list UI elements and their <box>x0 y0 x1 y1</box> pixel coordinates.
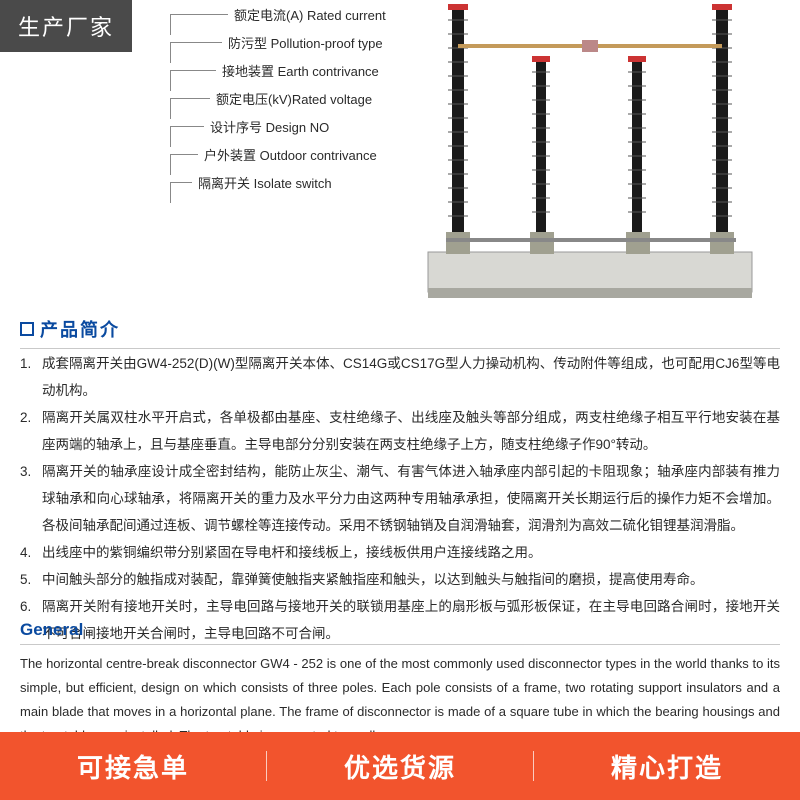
section-general: General <box>20 620 780 645</box>
general-text: The horizontal centre-break disconnector… <box>20 656 780 743</box>
spec-row: 防污型 Pollution-proof type <box>170 28 400 56</box>
list-item: 5.中间触头部分的触指成对装配，靠弹簧使触指夹紧触指座和触头，以达到触头与触指间… <box>20 566 780 593</box>
square-marker-icon <box>20 322 34 336</box>
item-text: 出线座中的紫铜编织带分别紧固在导电杆和接线板上，接线板供用户连接线路之用。 <box>42 539 780 566</box>
spec-label: 额定电压(kV)Rated voltage <box>216 89 372 108</box>
spec-label: 接地装置 Earth contrivance <box>222 61 379 80</box>
item-number: 2. <box>20 404 42 458</box>
item-text: 中间触头部分的触指成对装配，靠弹簧使触指夹紧触指座和触头，以达到触头与触指间的磨… <box>42 566 780 593</box>
item-number: 1. <box>20 350 42 404</box>
item-number: 5. <box>20 566 42 593</box>
general-title: General <box>20 620 83 639</box>
manufacturer-badge: 生产厂家 <box>0 0 132 52</box>
spec-row: 额定电流(A) Rated current <box>170 0 400 28</box>
spec-label-block: 额定电流(A) Rated current 防污型 Pollution-proo… <box>170 0 400 196</box>
item-text: 隔离开关属双柱水平开启式，各单极都由基座、支柱绝缘子、出线座及触头等部分组成，两… <box>42 404 780 458</box>
spec-row: 额定电压(kV)Rated voltage <box>170 84 400 112</box>
spec-row: 隔离开关 Isolate switch <box>170 168 400 196</box>
footer-slot-c: 精心打造 <box>534 748 800 785</box>
footer-slot-b: 优选货源 <box>267 748 533 785</box>
item-number: 3. <box>20 458 42 539</box>
spec-label: 户外装置 Outdoor contrivance <box>204 145 377 164</box>
disconnector-illustration <box>410 0 770 305</box>
list-item: 3.隔离开关的轴承座设计成全密封结构，能防止灰尘、潮气、有害气体进入轴承座内部引… <box>20 458 780 539</box>
item-text: 成套隔离开关由GW4-252(D)(W)型隔离开关本体、CS14G或CS17G型… <box>42 350 780 404</box>
product-intro-body: 1.成套隔离开关由GW4-252(D)(W)型隔离开关本体、CS14G或CS17… <box>20 350 780 647</box>
spec-label: 防污型 Pollution-proof type <box>228 33 383 52</box>
spec-label: 隔离开关 Isolate switch <box>198 173 332 192</box>
section-title: 产品简介 <box>40 316 120 342</box>
spec-label: 额定电流(A) Rated current <box>234 5 386 24</box>
insulator-left-inner <box>532 56 550 232</box>
footer-slot-a: 可接急单 <box>0 748 266 785</box>
spec-row: 设计序号 Design NO <box>170 112 400 140</box>
list-item: 2.隔离开关属双柱水平开启式，各单极都由基座、支柱绝缘子、出线座及触头等部分组成… <box>20 404 780 458</box>
product-figure <box>410 0 770 305</box>
insulator-right-inner <box>628 56 646 232</box>
list-item: 4.出线座中的紫铜编织带分别紧固在导电杆和接线板上，接线板供用户连接线路之用。 <box>20 539 780 566</box>
section-product-intro: 产品简介 <box>20 316 780 349</box>
item-number: 4. <box>20 539 42 566</box>
manufacturer-badge-text: 生产厂家 <box>18 15 114 40</box>
spec-row: 户外装置 Outdoor contrivance <box>170 140 400 168</box>
list-item: 1.成套隔离开关由GW4-252(D)(W)型隔离开关本体、CS14G或CS17… <box>20 350 780 404</box>
spec-row: 接地装置 Earth contrivance <box>170 56 400 84</box>
spec-label: 设计序号 Design NO <box>210 117 329 136</box>
item-text: 隔离开关的轴承座设计成全密封结构，能防止灰尘、潮气、有害气体进入轴承座内部引起的… <box>42 458 780 539</box>
footer-promo-banner: 可接急单 优选货源 精心打造 <box>0 732 800 800</box>
